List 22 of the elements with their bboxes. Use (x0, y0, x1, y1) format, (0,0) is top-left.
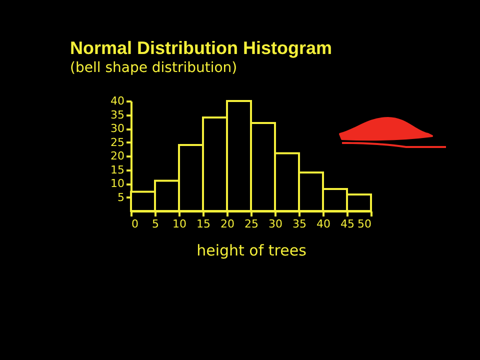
y-tick-label: 20 (110, 150, 124, 162)
x-tick-label: 30 (268, 218, 282, 230)
chart-title: Normal Distribution Histogram (70, 38, 332, 58)
x-tick-label: 45 (340, 218, 354, 230)
chart-subtitle: (bell shape distribution) (70, 60, 238, 76)
x-tick-label: 25 (244, 218, 258, 230)
y-tick-label: 35 (110, 108, 124, 122)
x-axis-title: height of trees (196, 242, 307, 260)
y-tick-label: 10 (110, 177, 124, 190)
y-tick-label: 5 (118, 190, 124, 204)
x-tick-label: 50 (358, 218, 372, 230)
x-tick-label: 0 (132, 218, 138, 230)
x-tick-label: 5 (152, 218, 159, 230)
y-tick-label: 25 (110, 136, 124, 149)
x-tick-label: 10 (172, 218, 186, 230)
x-tick-label: 35 (292, 218, 306, 230)
x-tick-label: 40 (316, 218, 330, 230)
y-tick-label: 30 (110, 122, 124, 135)
y-tick-label: 40 (110, 94, 124, 108)
x-tick-label: 15 (196, 218, 210, 230)
y-tick-label: 15 (110, 163, 124, 176)
x-tick-label: 20 (220, 218, 234, 230)
